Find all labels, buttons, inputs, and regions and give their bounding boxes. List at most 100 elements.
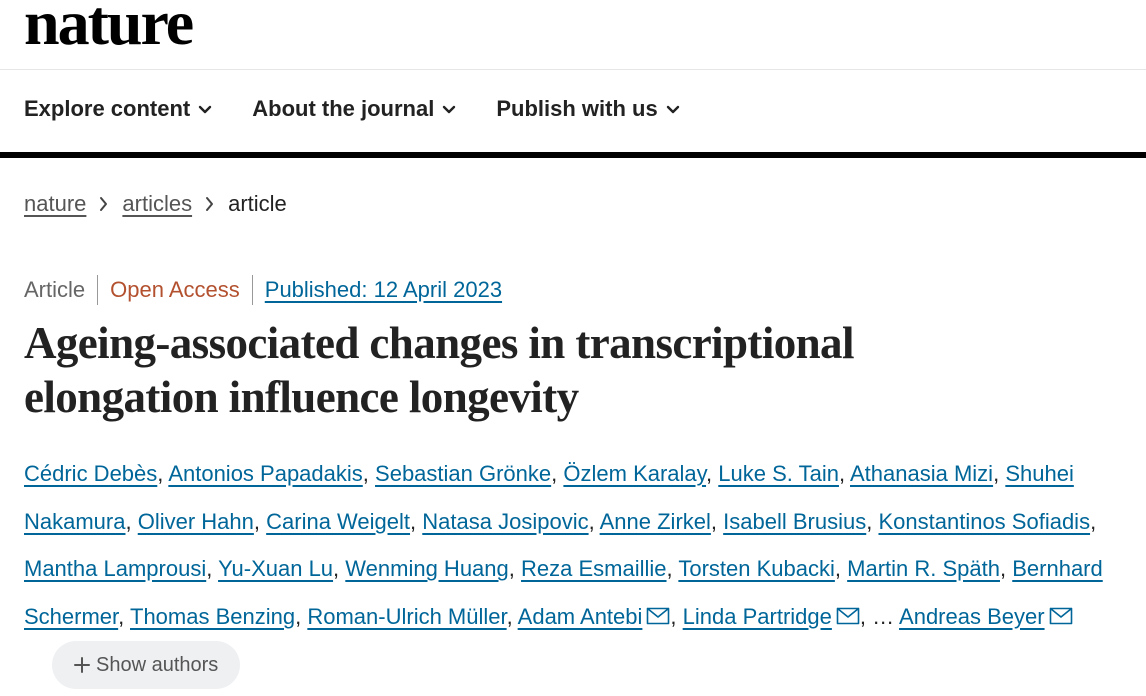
author: Mantha Lamprousi, [24,556,212,581]
article-type: Article [24,277,86,302]
icon-path [199,105,212,114]
separator: , [866,508,873,534]
author-name[interactable]: Adam Antebi [517,603,643,629]
author-name[interactable]: Sebastian Grönke [375,461,552,486]
author-name[interactable]: Antonios Papadakis [168,461,363,486]
separator: , [157,461,164,486]
author: Natasa Josipovic, [422,509,594,534]
author-name[interactable]: Natasa Josipovic [422,508,589,534]
nav-label: Publish with us [496,96,658,121]
author: Luke S. Tain, [718,461,845,486]
icon-path [100,197,108,211]
author-name[interactable]: Konstantinos Sofiadis [878,508,1091,534]
nav-label: Explore content [24,96,191,121]
author-name[interactable]: Reza Esmaillie [521,556,667,581]
icon-path [74,657,90,674]
article-meta: Article Open Access Published: 12 April … [24,275,514,305]
author: Bernhard Schermer, [24,556,1103,629]
icon-path [836,607,860,624]
divider [0,69,1146,70]
author-name[interactable]: Roman-Ulrich Müller [307,603,507,629]
icon [443,105,456,114]
separator: , [588,508,595,534]
icon [100,197,108,211]
separator: , [993,461,1000,486]
author: Sebastian Grönke, [375,461,557,486]
separator: , [1090,508,1097,534]
nav-item[interactable]: Explore content [24,96,212,122]
author-name[interactable]: Athanasia Mizi [850,461,994,486]
separator: , [253,508,261,534]
author-name[interactable]: Bernhard Schermer [24,556,1103,629]
author-name[interactable]: Cédric Debès [24,461,158,486]
author-name[interactable]: Thomas Benzing [130,603,296,629]
icon-path [206,197,214,211]
author: Martin R. Späth, [847,556,1006,581]
nav-item[interactable]: About the journal [252,96,456,122]
logo[interactable]: nature [24,0,194,58]
icon [666,105,679,114]
author-name[interactable]: Wenming Huang [345,556,509,581]
icon [74,657,90,674]
author-name[interactable]: Özlem Karalay [563,461,707,486]
separator: , [362,461,369,486]
author: Wenming Huang, [345,556,515,581]
separator: , [118,603,125,629]
author: Yu-Xuan Lu, [218,556,339,581]
icon [199,105,212,114]
show-authors-button[interactable]: Show authors [52,641,241,690]
separator: , [706,461,713,486]
author: Anne Zirkel, [600,509,717,534]
author: Antonios Papadakis, [168,461,369,486]
author: Shuhei Nakamura, [24,461,1074,534]
author: Isabell Brusius, [723,509,872,534]
author-name[interactable]: Torsten Kubacki [678,556,835,581]
author-name[interactable]: Andreas Beyer [899,603,1045,629]
ellipsis: … [872,603,895,629]
nav-rule [0,152,1146,158]
author-name[interactable]: Martin R. Späth [847,556,1000,581]
icon-path [443,105,456,114]
separator: , [834,556,842,581]
author: Özlem Karalay, [563,461,712,486]
separator: , [999,556,1007,581]
author: Thomas Benzing, [130,604,301,629]
separator: , [206,556,213,581]
author: Reza Esmaillie, [521,556,673,581]
breadcrumb-item[interactable]: articles [122,191,193,216]
email-icon [1049,607,1072,624]
email-icon [836,607,860,624]
author-name[interactable]: Linda Partridge [682,603,832,629]
separator: , [838,461,846,486]
author-name[interactable]: Luke S. Tain [718,461,839,486]
separator: , [125,508,132,534]
show-authors-label: Show authors [96,654,219,677]
breadcrumb-item[interactable]: nature [24,191,87,216]
author-list: Cédric Debès, Antonios Papadakis, Sebast… [24,450,1114,690]
author-name[interactable]: Carina Weigelt [266,508,411,534]
icon [206,197,214,211]
author: Cédric Debès, [24,461,163,486]
open-access: Open Access [97,275,252,305]
author: Oliver Hahn, [138,509,260,534]
author-name[interactable]: Anne Zirkel [599,508,711,534]
author-name[interactable]: Mantha Lamprousi [24,556,207,581]
nav-item[interactable]: Publish with us [496,96,679,122]
separator: , [670,603,677,629]
separator: , [333,556,340,581]
separator: , [710,508,718,534]
separator: , [666,556,673,581]
separator: , [508,556,515,581]
nav-label: About the journal [252,96,435,121]
email-icon [647,607,670,624]
author-name[interactable]: Shuhei Nakamura [24,461,1074,534]
author-name[interactable]: Yu-Xuan Lu [218,556,334,581]
published-date[interactable]: Published: 12 April 2023 [251,275,514,305]
breadcrumb-item: article [228,191,287,216]
main-nav: Explore content About the journal Publish … [24,96,680,122]
author-name[interactable]: Oliver Hahn [137,508,254,534]
separator: , [506,603,513,629]
author-name[interactable]: Isabell Brusius [723,508,867,534]
article-title: Ageing-associated changes in transcripti… [24,318,854,422]
